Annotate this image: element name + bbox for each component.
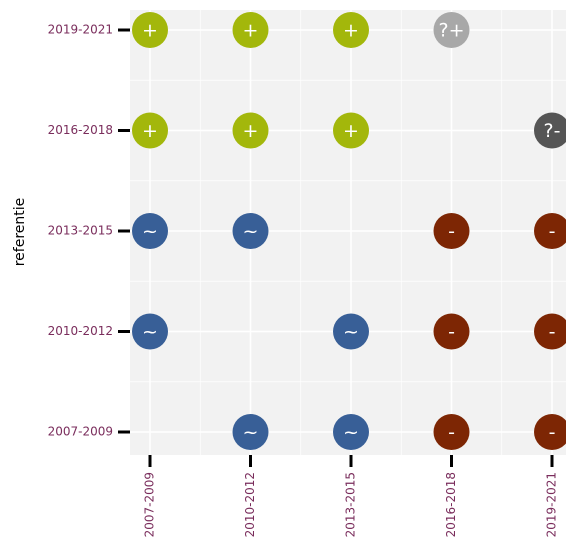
point (433, 414, 470, 450)
point (333, 414, 369, 450)
point (534, 414, 566, 450)
point (433, 313, 470, 350)
point (433, 213, 470, 249)
point-label: ~ (142, 321, 158, 343)
y-tick-label: 2007-2009 (48, 425, 113, 439)
point-label: ~ (343, 422, 359, 444)
point (534, 112, 566, 149)
point (534, 213, 566, 249)
point-label: ~ (243, 221, 259, 243)
panel (130, 10, 566, 455)
point (333, 12, 369, 48)
point (333, 112, 369, 149)
point-label: ~ (142, 221, 158, 243)
y-tick-label: 2016-2018 (48, 123, 113, 137)
point (132, 313, 168, 350)
point-label: - (448, 422, 455, 444)
y-tick-label: 2010-2012 (48, 324, 113, 338)
point (232, 213, 269, 249)
point-label: + (343, 20, 359, 42)
point-label: - (448, 321, 455, 343)
point (534, 313, 566, 350)
y-tick-label: 2013-2015 (48, 224, 113, 238)
point (333, 313, 369, 350)
point-label: - (549, 221, 556, 243)
point-label: + (142, 120, 158, 142)
point-label: ?- (544, 120, 561, 142)
x-tick-label: 2007-2009 (143, 472, 157, 537)
point (232, 12, 269, 48)
point-label: - (549, 422, 556, 444)
point-label: + (243, 120, 259, 142)
point-label: - (448, 221, 455, 243)
point-label: ~ (243, 422, 259, 444)
point (433, 12, 470, 48)
y-axis-label: referentie (12, 198, 28, 267)
point (132, 213, 168, 249)
point (132, 12, 168, 48)
point-label: + (343, 120, 359, 142)
point (232, 414, 269, 450)
x-tick-label: 2013-2015 (344, 472, 358, 537)
x-tick-label: 2019-2021 (545, 472, 559, 537)
y-tick-label: 2019-2021 (48, 23, 113, 37)
point (232, 112, 269, 149)
x-tick-label: 2010-2012 (243, 472, 257, 537)
x-tick-label: 2016-2018 (444, 472, 458, 537)
point (132, 112, 168, 149)
point-label: + (243, 20, 259, 42)
point-label: - (549, 321, 556, 343)
point-label: ?+ (438, 20, 464, 42)
point-label: ~ (343, 321, 359, 343)
point-label: + (142, 20, 158, 42)
